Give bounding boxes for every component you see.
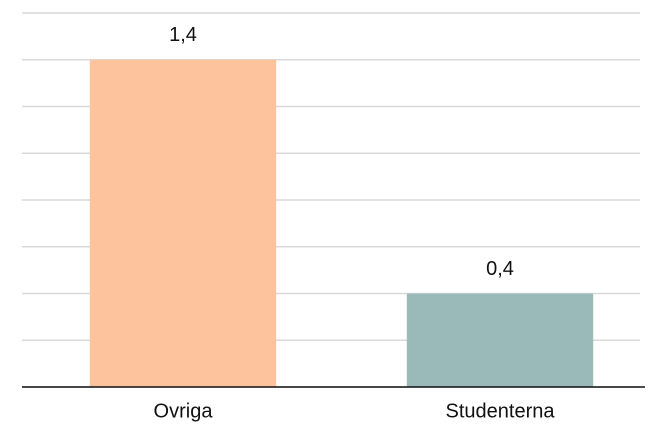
- bar: [406, 293, 594, 387]
- bar: [89, 59, 277, 387]
- x-tick-label: Studenterna: [446, 400, 556, 422]
- value-label: 1,4: [169, 24, 197, 46]
- x-tick-label: Ovriga: [154, 400, 214, 422]
- value-label: 0,4: [486, 258, 514, 280]
